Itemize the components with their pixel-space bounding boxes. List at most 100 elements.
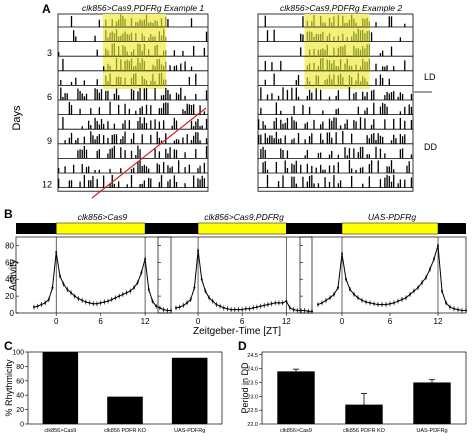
activity-bar [308,106,311,115]
activity-bar [111,31,113,42]
activity-bar [94,88,96,100]
activity-bar [337,66,340,71]
activity-bar [113,183,116,188]
activity-bar [384,103,386,115]
activity-bar [384,153,386,159]
category-label: clk856>Cas9 [280,428,312,434]
activity-bar [410,177,413,188]
activity-bar [160,64,163,71]
activity-bar [373,89,375,100]
activity-bar [366,154,368,159]
activity-bar [154,36,156,42]
activity-bar [205,118,208,130]
activity-bar [324,49,326,57]
activity-bar [260,134,262,144]
activity-bar [388,78,390,86]
activity-bar [107,153,109,159]
activity-bar [382,136,384,144]
activity-bar [199,126,201,130]
activity-bar [326,59,328,71]
activity-bar [313,62,315,71]
activity-bar [404,134,406,144]
activity-bar [348,19,351,27]
activity-bar [393,118,395,130]
activity-bar [282,175,284,188]
activity-bar [182,109,184,115]
activity-bar [124,31,126,42]
activity-bar [408,161,410,173]
activity-bar [322,57,324,71]
activity-bar [135,32,137,42]
activity-bar [81,126,83,130]
activity-bar [98,107,101,115]
activity-bar [284,122,286,130]
activity-bar [58,167,60,173]
activity-bar [143,164,146,173]
activity-bar [348,65,351,71]
activity-bar [291,87,293,100]
category-label: clk856>Cas9 [44,428,76,434]
activity-bar [324,177,326,188]
activity-bar [344,123,346,130]
activity-bar [205,138,208,144]
activity-bar [390,16,393,27]
activity-bar [96,136,98,144]
activity-bar [139,19,141,27]
activity-bar [171,125,173,130]
activity-bar [388,93,390,100]
panel-label-c: C [4,339,13,353]
activity-bar [355,22,357,27]
activity-bar [143,61,146,71]
activity-bar [362,91,364,100]
activity-bar [193,135,195,144]
activity-bar [133,49,135,57]
activity-bar [98,149,101,159]
activity-bar [315,75,317,86]
activity-bar [141,183,143,188]
activity-bar [73,164,75,173]
activity-bar [262,146,264,159]
rhythmicity-bar [171,357,208,424]
activity-bar [328,118,331,130]
plot-frame [299,236,467,314]
activity-bar [291,163,293,173]
activity-bar [304,139,306,144]
activity-bar [401,93,404,100]
activity-bar [362,167,364,173]
activity-bar [143,36,146,42]
activity-bar [324,80,326,86]
activity-bar [98,134,101,144]
activity-bar [137,57,139,71]
x-tick-label: 12 [434,317,443,326]
activity-bar [364,110,366,115]
activity-bar [386,65,388,71]
activity-bar [313,14,315,27]
y-tick-label: 22.5 [247,408,258,414]
activity-bar [266,94,269,100]
activity-bar [277,181,280,188]
activity-bar [260,87,262,100]
rhythmicity-axis-label: % Rhythmicity [4,359,14,417]
activity-bar [203,111,206,115]
activity-bar [152,36,154,42]
activity-bar [124,60,126,71]
activity-bar [342,46,344,57]
activity-bar [81,93,83,100]
activity-bar [295,87,297,100]
activity-bar [197,168,199,173]
activity-bar [404,179,406,188]
activity-bar [311,32,313,42]
activity-bar [362,58,364,71]
activity-bar [195,131,197,144]
x-tick-label: 12 [141,317,150,326]
activity-bar [353,18,355,27]
activity-bar [264,60,266,71]
activity-bar [337,162,340,173]
activity-bar [377,160,379,173]
activity-bar [94,169,96,173]
activity-bar [205,90,208,100]
activity-bar [280,119,282,130]
activity-bar [297,133,300,144]
activity-bar [85,93,88,100]
